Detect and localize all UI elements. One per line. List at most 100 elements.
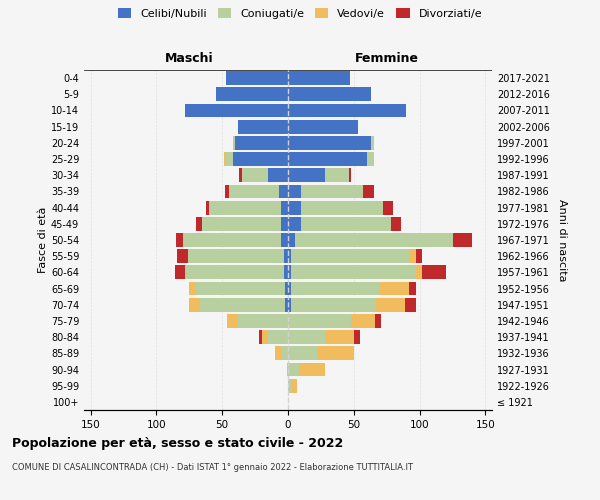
Bar [183, 233, 281, 247]
Bar [229, 184, 279, 198]
Bar [288, 314, 351, 328]
Bar [209, 200, 281, 214]
Bar [238, 314, 288, 328]
Bar [288, 330, 325, 344]
Bar [380, 282, 409, 296]
Bar [288, 250, 290, 263]
Bar [288, 152, 367, 166]
Bar [235, 136, 288, 149]
Y-axis label: Fasce di età: Fasce di età [38, 207, 48, 273]
Text: COMUNE DI CASALINCONTRADA (CH) - Dati ISTAT 1° gennaio 2022 - Elaborazione TUTTI: COMUNE DI CASALINCONTRADA (CH) - Dati IS… [12, 462, 413, 471]
Bar [288, 120, 358, 134]
Bar [226, 71, 288, 85]
Bar [281, 217, 288, 230]
Bar [288, 184, 301, 198]
Bar [290, 298, 376, 312]
Bar [288, 379, 290, 392]
Bar [290, 282, 380, 296]
Bar [288, 233, 295, 247]
Bar [238, 120, 288, 134]
Bar [288, 71, 350, 85]
Bar [239, 168, 242, 182]
Bar [325, 330, 354, 344]
Bar [376, 298, 405, 312]
Bar [281, 233, 288, 247]
Bar [185, 104, 288, 118]
Bar [225, 184, 229, 198]
Bar [268, 168, 288, 182]
Bar [286, 282, 288, 296]
Bar [189, 298, 200, 312]
Bar [196, 217, 202, 230]
Bar [288, 282, 290, 296]
Bar [242, 168, 268, 182]
Bar [185, 266, 284, 280]
Bar [295, 233, 452, 247]
Bar [288, 298, 290, 312]
Bar [233, 136, 235, 149]
Bar [281, 346, 288, 360]
Bar [259, 330, 262, 344]
Y-axis label: Anni di nascita: Anni di nascita [557, 198, 566, 281]
Bar [288, 168, 325, 182]
Bar [206, 200, 209, 214]
Bar [290, 250, 409, 263]
Bar [383, 200, 393, 214]
Bar [301, 217, 391, 230]
Bar [409, 282, 416, 296]
Bar [268, 330, 288, 344]
Text: Popolazione per età, sesso e stato civile - 2022: Popolazione per età, sesso e stato civil… [12, 438, 343, 450]
Bar [290, 379, 297, 392]
Bar [299, 362, 325, 376]
Bar [189, 282, 196, 296]
Bar [262, 330, 268, 344]
Bar [284, 266, 288, 280]
Bar [200, 298, 286, 312]
Bar [188, 250, 284, 263]
Bar [349, 168, 351, 182]
Bar [227, 314, 238, 328]
Bar [363, 184, 374, 198]
Bar [286, 298, 288, 312]
Bar [405, 298, 416, 312]
Text: Maschi: Maschi [165, 52, 214, 65]
Bar [281, 200, 288, 214]
Bar [196, 282, 286, 296]
Bar [391, 217, 401, 230]
Bar [288, 88, 371, 101]
Bar [288, 362, 299, 376]
Bar [301, 184, 363, 198]
Bar [224, 152, 226, 166]
Bar [275, 346, 281, 360]
Bar [215, 88, 288, 101]
Bar [178, 250, 188, 263]
Bar [288, 200, 301, 214]
Bar [287, 362, 288, 376]
Bar [452, 233, 472, 247]
Bar [354, 330, 361, 344]
Bar [375, 314, 382, 328]
Text: Femmine: Femmine [355, 52, 419, 65]
Bar [416, 250, 422, 263]
Bar [288, 266, 290, 280]
Bar [284, 250, 288, 263]
Bar [288, 136, 371, 149]
Legend: Celibi/Nubili, Coniugati/e, Vedovi/e, Divorziati/e: Celibi/Nubili, Coniugati/e, Vedovi/e, Di… [116, 6, 484, 21]
Bar [325, 168, 349, 182]
Bar [202, 217, 281, 230]
Bar [422, 266, 446, 280]
Bar [233, 152, 288, 166]
Bar [371, 136, 374, 149]
Bar [317, 346, 354, 360]
Bar [288, 217, 301, 230]
Bar [279, 184, 288, 198]
Bar [416, 266, 422, 280]
Bar [301, 200, 383, 214]
Bar [409, 250, 416, 263]
Bar [290, 266, 416, 280]
Bar [288, 346, 317, 360]
Bar [288, 104, 406, 118]
Bar [176, 233, 183, 247]
Bar [226, 152, 233, 166]
Bar [367, 152, 374, 166]
